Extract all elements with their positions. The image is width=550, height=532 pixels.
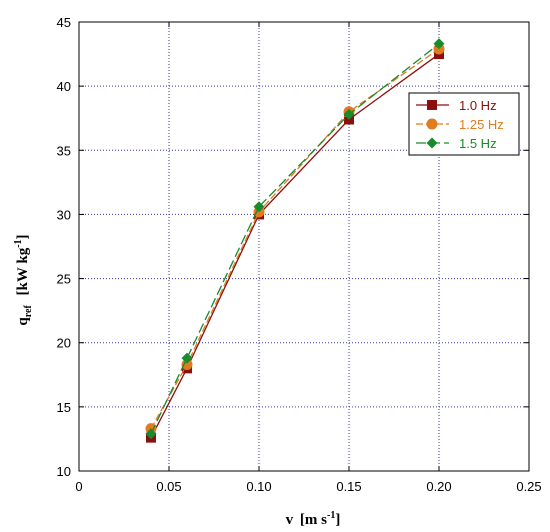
- grid: [79, 22, 529, 471]
- x-axis: 0 0.05 0.10 0.15 0.20 0.25: [75, 22, 542, 494]
- plot-area: [78, 21, 530, 472]
- y-tick-label: 20: [57, 336, 71, 351]
- x-tick-label: 0: [75, 479, 82, 494]
- legend: 1.0 Hz 1.25 Hz 1.5 Hz: [408, 92, 520, 156]
- y-tick-label: 45: [57, 15, 71, 30]
- y-tick-label: 40: [57, 79, 71, 94]
- data-point: [145, 428, 157, 440]
- y-axis: 10 15 20 25 30 35 40 45: [57, 15, 529, 479]
- series-1_25-Hz: [145, 43, 445, 435]
- series-line: [150, 53, 440, 438]
- series-1_0-Hz: [146, 49, 444, 443]
- series-line: [150, 43, 440, 435]
- y-tick-label: 25: [57, 272, 71, 287]
- legend-marker: [427, 100, 437, 110]
- y-tick-label: 10: [57, 464, 71, 479]
- y-axis-title: qref [kW kg-1]: [13, 234, 35, 325]
- legend-label: 1.5 Hz: [459, 136, 497, 151]
- series-line: [150, 48, 440, 429]
- y-tick-label: 30: [57, 207, 71, 222]
- x-tick-label: 0.20: [426, 479, 451, 494]
- y-tick-label: 15: [57, 400, 71, 415]
- legend-marker: [426, 118, 438, 130]
- data-point: [181, 352, 193, 364]
- data-point: [343, 108, 355, 120]
- data-point: [253, 201, 265, 213]
- data-point: [181, 359, 193, 371]
- x-tick-label: 0.25: [516, 479, 541, 494]
- x-tick-label: 0.05: [156, 479, 181, 494]
- y-tick-label: 35: [57, 143, 71, 158]
- legend-label: 1.0 Hz: [459, 98, 497, 113]
- x-axis-title: v [m s-1]: [286, 510, 341, 528]
- series-group: [145, 38, 445, 443]
- x-tick-label: 0.15: [336, 479, 361, 494]
- data-point: [433, 38, 445, 50]
- x-tick-label: 0.10: [246, 479, 271, 494]
- series-1_5-Hz: [145, 38, 445, 440]
- legend-label: 1.25 Hz: [459, 117, 504, 132]
- legend-marker: [426, 137, 438, 149]
